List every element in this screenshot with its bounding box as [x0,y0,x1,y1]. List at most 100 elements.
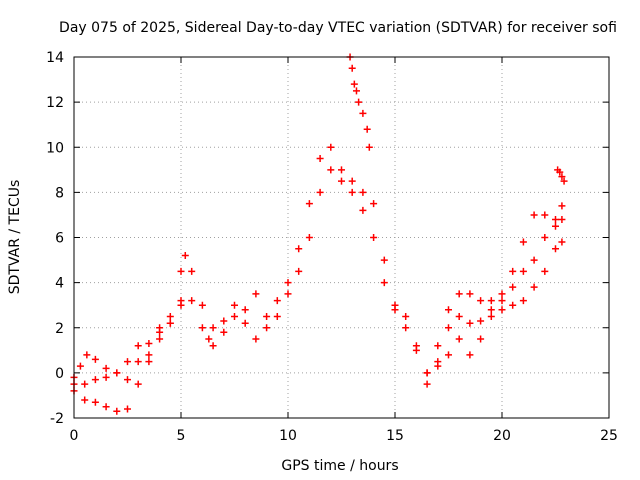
y-axis-label: SDTVAR / TECUs [7,180,23,295]
data-point [359,188,367,196]
plot-frame [73,56,610,419]
data-point [166,319,174,327]
data-point [477,317,485,325]
data-point [241,306,249,314]
data-point [558,238,566,246]
x-tick-label: 0 [70,428,79,444]
data-point [530,283,538,291]
y-tick-label: 0 [55,366,64,382]
data-point [412,342,420,350]
data-point [487,297,495,305]
data-point [177,301,185,309]
chart-title: Day 075 of 2025, Sidereal Day-to-day VTE… [59,20,617,36]
data-point [91,355,99,363]
data-point [220,317,228,325]
data-point [198,324,206,332]
data-point [541,234,549,241]
data-point [113,369,121,377]
data-point [124,376,131,384]
data-point [552,222,559,230]
data-point [359,109,367,117]
data-point [145,351,153,359]
data-point [558,173,566,181]
series-mid [145,166,566,377]
y-tick-label: 14 [46,50,64,66]
data-point [181,252,189,260]
y-tick-label: 12 [46,95,64,111]
y-tick-label: 10 [46,140,64,156]
data-point [295,245,303,253]
data-point [134,342,142,350]
y-tick-label: 2 [55,321,64,337]
data-point [455,335,463,343]
data-point [284,279,292,287]
data-point [370,234,378,241]
grid-lines [74,57,609,418]
data-point [455,312,463,320]
data-point [81,396,89,404]
data-point [352,87,360,95]
data-point [359,206,367,214]
data-point [402,312,410,320]
data-point [220,328,228,336]
data-point [487,312,495,320]
data-point [355,98,363,106]
data-point [273,312,281,320]
data-point [252,290,260,298]
data-point [363,125,371,133]
data-point [252,335,260,343]
data-point [348,177,356,185]
data-point [83,351,91,359]
data-point [124,358,131,366]
x-axis-label: GPS time / hours [281,458,398,474]
data-point [156,328,164,336]
data-point [466,319,474,327]
data-point [209,324,217,332]
data-point [305,200,313,208]
data-point [102,364,110,372]
data-point [370,200,378,208]
data-point [284,290,292,298]
data-point [156,335,164,343]
data-point [509,283,517,291]
data-point [209,342,217,350]
data-point [338,177,345,185]
data-point [316,188,324,196]
data-point [423,369,431,377]
data-point [391,306,399,314]
data-point [145,358,153,366]
x-tick-label: 5 [177,428,186,444]
data-point [327,143,335,151]
data-point [519,238,527,246]
data-point [487,306,495,314]
data-point [477,297,485,305]
data-point [241,319,249,327]
data-point [530,256,538,264]
y-tick-label: 6 [55,231,64,247]
data-point [188,267,196,275]
data-point [541,267,549,275]
data-point [434,362,442,370]
data-point [530,211,538,219]
data-point [188,297,196,305]
data-point [134,380,142,388]
data-point [445,324,452,332]
series-lower [70,297,185,415]
data-point [205,335,213,343]
data-point [466,351,474,359]
data-point [455,290,463,298]
data-points [70,53,568,415]
data-point [519,297,527,305]
data-point [365,143,373,151]
data-point [556,168,564,176]
data-point [348,64,356,72]
data-point [81,380,89,388]
data-point [231,312,238,320]
data-point [350,80,358,88]
data-point [560,177,568,185]
data-point [295,267,303,275]
data-point [338,166,345,174]
data-point [113,407,121,415]
data-point [519,267,527,275]
